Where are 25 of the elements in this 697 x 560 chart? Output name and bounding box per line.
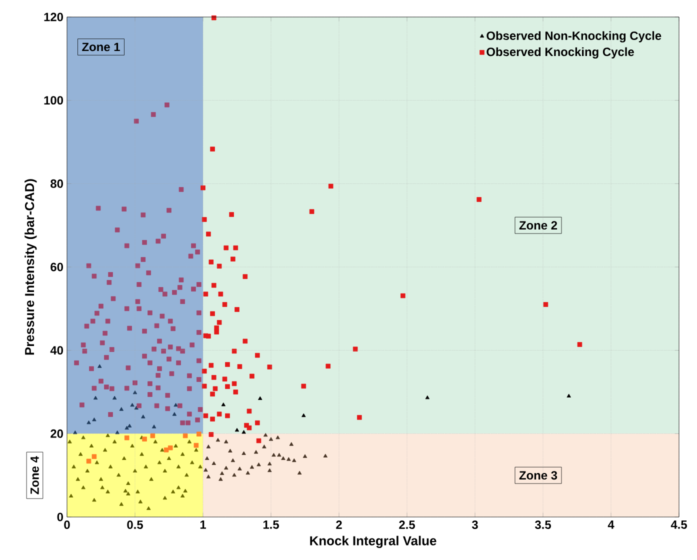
y-tick-label: 80 [50,179,63,188]
y-axis-title: Pressure Intensity (bar-CAD) [24,179,37,355]
band-label: Zone 4 [30,456,39,494]
x-tick-label: 3.5 [534,520,551,530]
x-axis-title: Knock Integral Value [310,536,436,548]
y-tick-label: 100 [44,96,63,105]
band-label: Zone 2 [519,221,558,230]
x-tick-label: 3 [472,520,478,530]
x-tick-label: 4 [608,520,614,529]
y-tick-label: 40 [50,346,63,355]
legend-label: Observed Knocking Cycle [486,47,634,59]
legend-label: Observed Non-Knocking Cycle [486,31,662,42]
band-label: Zone 1 [82,42,120,52]
y-tick-label: 0 [57,512,63,522]
x-tick-label: 2 [336,520,342,529]
x-tick-label: 1 [200,520,206,529]
x-tick-label: 2.5 [399,520,415,529]
x-tick-label: 0.5 [127,520,143,529]
y-tick-label: 60 [50,262,63,272]
y-tick-label: 20 [50,429,63,438]
y-tick-label: 120 [44,12,63,22]
x-tick-label: 1.5 [263,520,279,529]
x-tick-label: 4.5 [670,520,687,529]
band-label: Zone 3 [519,471,558,480]
x-tick-label: 0 [64,520,70,529]
